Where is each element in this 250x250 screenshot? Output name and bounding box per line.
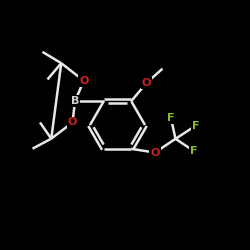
Text: B: B: [71, 96, 79, 106]
Text: O: O: [68, 118, 77, 128]
Text: F: F: [190, 146, 197, 156]
Text: O: O: [79, 76, 88, 86]
Text: F: F: [192, 121, 199, 131]
Text: O: O: [142, 78, 151, 88]
Text: F: F: [167, 113, 175, 123]
Text: O: O: [150, 148, 160, 158]
